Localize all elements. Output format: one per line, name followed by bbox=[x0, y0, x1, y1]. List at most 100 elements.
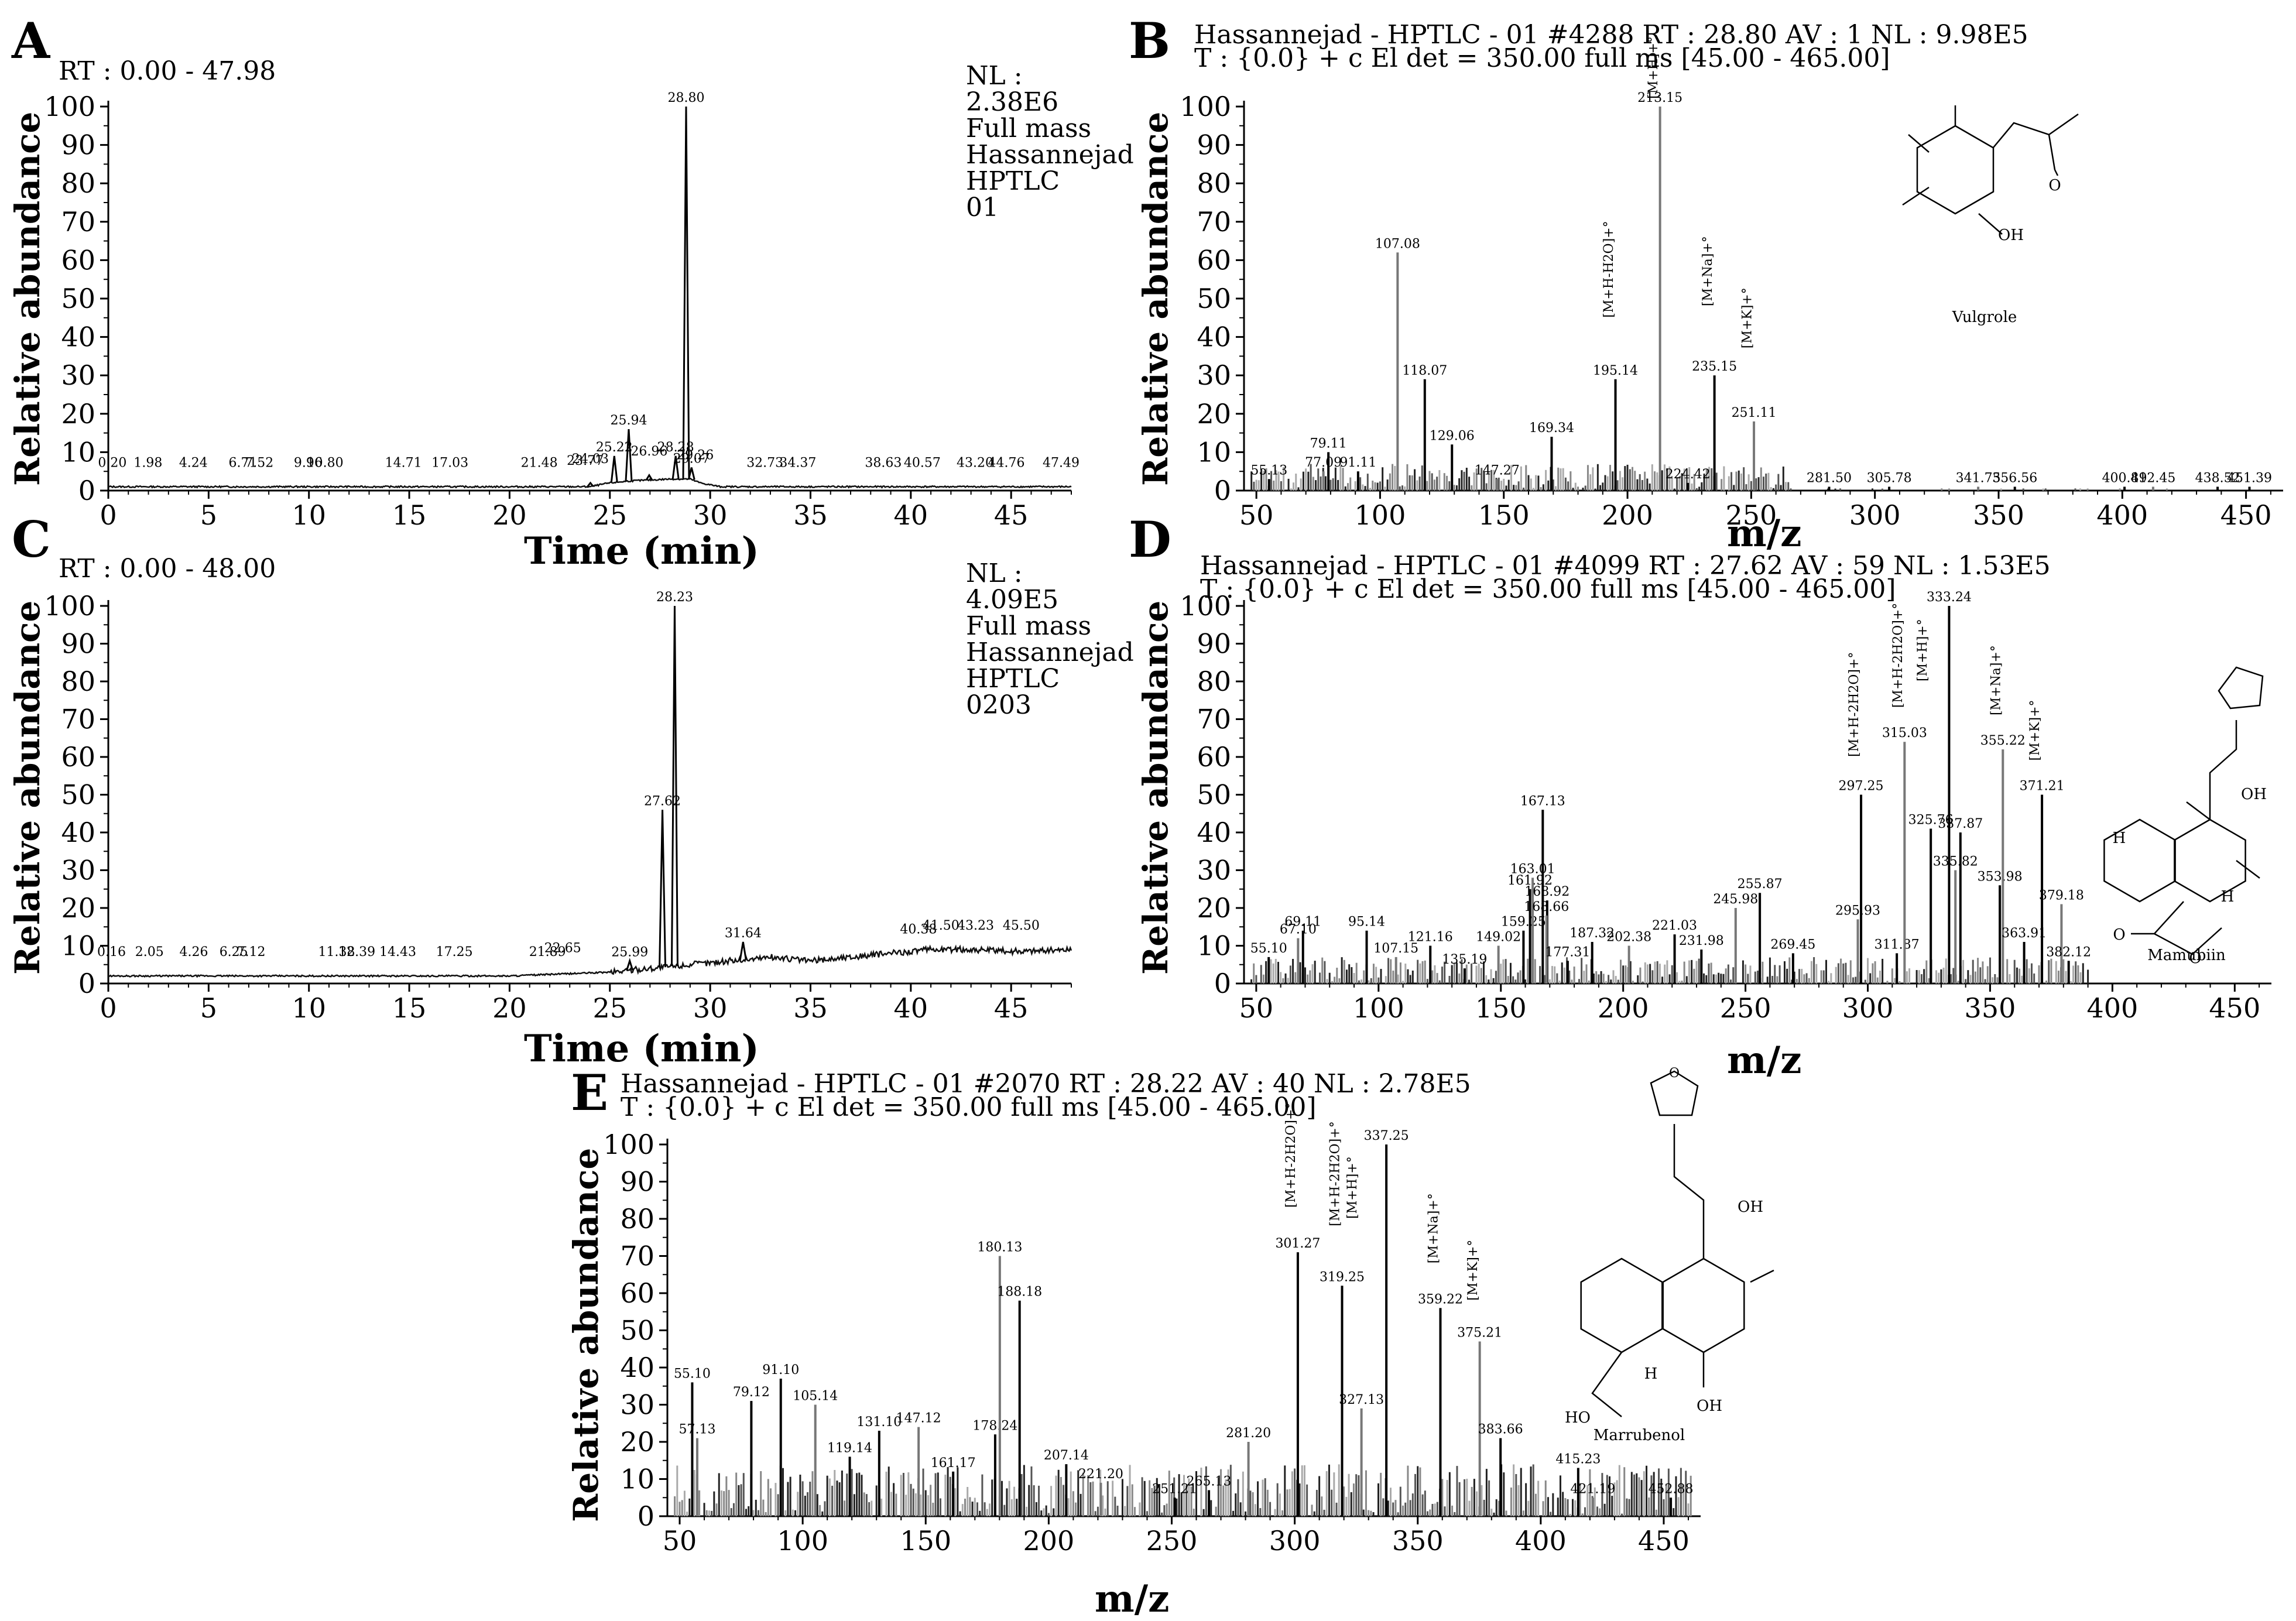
peak-label: 213.15 bbox=[1637, 91, 1682, 105]
adduct-annotation: [M+H-2H2O]+° bbox=[1284, 1103, 1298, 1208]
panel-c-x-axis-label: Time (min) bbox=[524, 1027, 759, 1071]
peak-label: 27.62 bbox=[644, 794, 681, 808]
peak-label: 359.22 bbox=[1418, 1292, 1463, 1307]
peak-label: 69.11 bbox=[1284, 915, 1321, 930]
structure-atom-label: O bbox=[2189, 950, 2201, 967]
structure-atom-label: OH bbox=[1998, 227, 2024, 244]
structure-bond bbox=[1650, 1070, 1699, 1116]
peak-label: 202.38 bbox=[1606, 930, 1651, 945]
adduct-annotation: [M+K]+° bbox=[2028, 700, 2043, 760]
peak-label: 337.25 bbox=[1364, 1129, 1409, 1143]
peak-label: 45.50 bbox=[1003, 919, 1040, 933]
peak-label: 17.25 bbox=[436, 945, 473, 959]
x-tick-label: 45 bbox=[994, 992, 1029, 1024]
peak-label: 415.23 bbox=[1555, 1452, 1601, 1466]
peak-label: 235.15 bbox=[1692, 359, 1737, 374]
y-tick-label: 0 bbox=[78, 968, 95, 999]
peak-label: 17.03 bbox=[431, 455, 468, 470]
peak-label: 107.15 bbox=[1373, 941, 1418, 956]
x-tick-label: 50 bbox=[1239, 499, 1274, 531]
y-tick-label: 70 bbox=[620, 1240, 654, 1272]
peak-label: 14.43 bbox=[379, 945, 416, 959]
y-tick-label: 20 bbox=[620, 1426, 654, 1458]
x-tick-label: 0 bbox=[100, 499, 116, 531]
x-tick-label: 150 bbox=[1478, 499, 1530, 531]
y-tick-label: 50 bbox=[1197, 779, 1231, 811]
panel-e-plot: 0 10 20 30 40 50 60 70 80 90 100 50 100 150 200 250 300 3… bbox=[603, 1066, 1774, 1557]
y-tick-label: 70 bbox=[61, 206, 95, 238]
y-tick-label: 10 bbox=[620, 1464, 654, 1495]
y-tick-label: 10 bbox=[61, 930, 95, 962]
y-tick-label: 50 bbox=[620, 1315, 654, 1346]
peak-label: 251.11 bbox=[1732, 406, 1777, 420]
x-tick-label: 400 bbox=[2096, 499, 2148, 531]
x-tick-label: 200 bbox=[1598, 992, 1649, 1024]
x-tick-label: 50 bbox=[663, 1525, 697, 1557]
peak-label: 44.76 bbox=[988, 455, 1024, 470]
peak-label: 251.21 bbox=[1152, 1482, 1197, 1496]
peak bbox=[687, 467, 695, 480]
y-tick-label: 0 bbox=[78, 475, 95, 506]
peak-label: 383.66 bbox=[1478, 1423, 1523, 1437]
structure-atom-label: O bbox=[1669, 1066, 1680, 1081]
peak bbox=[587, 481, 594, 488]
y-tick-label: 100 bbox=[1180, 91, 1231, 122]
y-tick-label: 90 bbox=[61, 628, 95, 660]
x-tick-label: 200 bbox=[1602, 499, 1653, 531]
y-tick-label: 40 bbox=[61, 817, 95, 848]
y-tick-label: 100 bbox=[44, 590, 95, 622]
x-tick-label: 15 bbox=[392, 499, 427, 531]
structure-bond bbox=[2103, 818, 2246, 903]
panel-a-nl-line: 01 bbox=[966, 193, 999, 222]
peak-label: 43.23 bbox=[957, 919, 994, 933]
structure-atom-label: OH bbox=[2241, 786, 2267, 803]
panel-a-y-axis-label: Relative abundance bbox=[8, 111, 47, 486]
adduct-annotation: [M+K]+° bbox=[1466, 1240, 1481, 1301]
panel-b-header-line: T : {0.0} + c El det = 350.00 full ms [4… bbox=[1194, 43, 1890, 73]
x-tick-label: 40 bbox=[894, 499, 928, 531]
peak-label: 6.71 bbox=[228, 455, 257, 470]
peak-label: 325.76 bbox=[1908, 813, 1954, 828]
peak-label: 121.16 bbox=[1408, 930, 1453, 945]
peak-label: 356.56 bbox=[1992, 471, 2037, 485]
x-tick-label: 10 bbox=[292, 499, 326, 531]
peak-label: 1.98 bbox=[133, 455, 162, 470]
structure-bond bbox=[2186, 720, 2260, 879]
y-tick-label: 100 bbox=[1180, 590, 1231, 622]
panel-e-x-axis-label: m/z bbox=[1095, 1577, 1170, 1621]
x-tick-label: 250 bbox=[1725, 499, 1777, 531]
peak-label: 29.07 bbox=[673, 452, 710, 467]
peak-label: 7.52 bbox=[245, 455, 273, 470]
x-tick-label: 0 bbox=[100, 992, 116, 1024]
panel-a-nl-line: 2.38E6 bbox=[966, 87, 1059, 117]
peak-label: 95.14 bbox=[1348, 915, 1385, 930]
panel-d-letter: D bbox=[1129, 510, 1171, 568]
structure-name: Marrubenol bbox=[1594, 1427, 1685, 1444]
peak-label: 315.03 bbox=[1882, 726, 1927, 741]
peak-label: 188.18 bbox=[997, 1285, 1042, 1300]
peak-label: 79.12 bbox=[733, 1385, 770, 1400]
structure-atom-label: H bbox=[2113, 830, 2126, 847]
peak-label: 57.13 bbox=[678, 1423, 715, 1437]
y-tick-label: 10 bbox=[61, 436, 95, 468]
structure-bond bbox=[1902, 105, 2079, 206]
y-tick-label: 30 bbox=[61, 855, 95, 886]
panel-b-y-axis-label: Relative abundance bbox=[1136, 111, 1176, 486]
peak-label: 363.91 bbox=[2002, 926, 2047, 941]
structure-atom-label: HO bbox=[1565, 1409, 1591, 1427]
y-tick-label: 60 bbox=[620, 1277, 654, 1309]
y-tick-label: 20 bbox=[1197, 892, 1231, 924]
panel-c-nl-line: Full mass bbox=[966, 611, 1092, 641]
x-tick-label: 30 bbox=[693, 992, 728, 1024]
peak bbox=[739, 941, 747, 960]
adduct-annotation: [M+K]+° bbox=[1740, 287, 1755, 348]
axis-frame bbox=[666, 1139, 1701, 1517]
panel-a-nl-line: HPTLC bbox=[966, 166, 1060, 196]
y-tick-label: 80 bbox=[1197, 167, 1231, 199]
panel-c-nl-line: Hassannejad bbox=[966, 638, 1134, 667]
structure-atom-label: H bbox=[1644, 1365, 1658, 1383]
peak-label: 105.14 bbox=[793, 1389, 838, 1404]
peak-label: 161.17 bbox=[931, 1456, 976, 1471]
panel-b-header-line: Hassannejad - HPTLC - 01 #4288 RT : 28.8… bbox=[1194, 20, 2028, 50]
peak-label: 26.96 bbox=[630, 444, 667, 459]
